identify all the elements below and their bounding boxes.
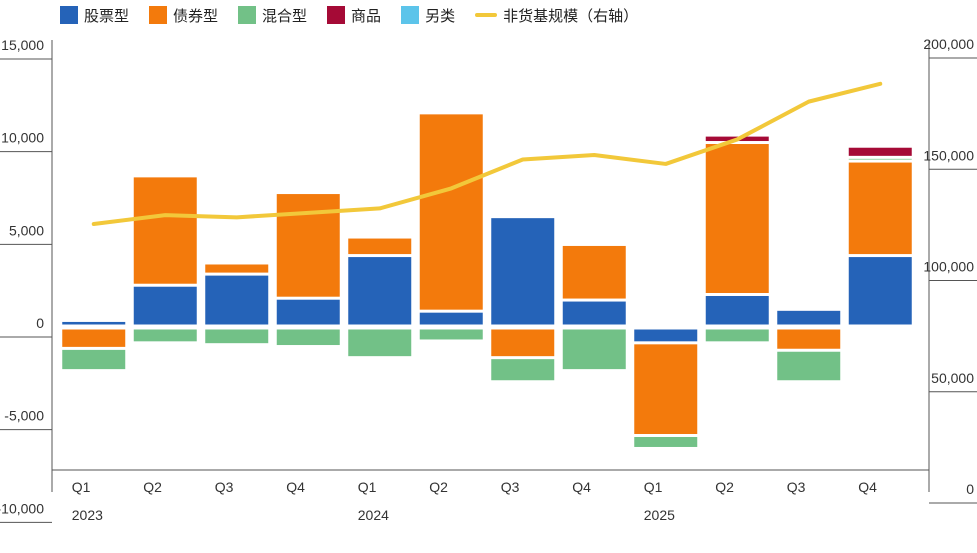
x-axis-quarter-label: Q3: [787, 479, 806, 495]
aum-line: [91, 81, 883, 226]
legend: 股票型 债券型 混合型 商品 另类 非货基规模（右轴）: [60, 4, 658, 26]
legend-item-equity: 股票型: [60, 5, 129, 26]
bar-segment: [561, 243, 627, 246]
bar-segment: [633, 328, 699, 343]
left-axis-tick-label: -10,000: [0, 500, 44, 516]
bar-segment: [204, 263, 270, 274]
x-axis-year-label: 2024: [358, 507, 389, 523]
aum-line-point: [735, 137, 739, 141]
x-axis-quarter-label: Q4: [858, 479, 877, 495]
legend-label-equity: 股票型: [84, 6, 130, 25]
bar-segment: [776, 350, 842, 382]
bar-segment: [633, 343, 699, 435]
bar-segment: [418, 311, 484, 326]
left-axis-tick-label: 5,000: [9, 222, 44, 238]
bar-segment: [204, 328, 270, 345]
left-axis-tick-label: 0: [36, 315, 44, 331]
bar-segment: [704, 294, 770, 326]
legend-label-aum-line: 非货基规模（右轴）: [503, 6, 639, 25]
bar-segment: [490, 358, 556, 382]
legend-item-aum-line: 非货基规模（右轴）: [475, 5, 638, 26]
bar-segment: [847, 161, 913, 256]
left-axis-tick-label: 15,000: [1, 37, 44, 53]
legend-swatch-equity: [60, 6, 78, 24]
legend-item-alternative: 另类: [401, 5, 455, 26]
right-axis-tick-label: 200,000: [923, 36, 974, 52]
x-axis-year-label: 2025: [644, 507, 675, 523]
legend-swatch-aum-line: [475, 13, 498, 17]
bar-segment: [490, 328, 556, 358]
x-axis-quarter-label: Q4: [286, 479, 305, 495]
bar-segment: [61, 328, 127, 348]
aum-line-point: [807, 100, 811, 104]
bar-segment: [132, 328, 198, 343]
bar-segment: [204, 274, 270, 326]
legend-swatch-mixed: [238, 6, 257, 24]
bar-segment: [275, 193, 341, 298]
x-axis-year-label: 2023: [72, 507, 103, 523]
bar-segment: [704, 143, 770, 294]
legend-swatch-bond: [149, 6, 168, 24]
right-axis-tick-label: 0: [966, 481, 974, 497]
bar-segment: [561, 244, 627, 300]
bar-segment: [275, 298, 341, 326]
x-axis-quarter-label: Q3: [501, 479, 520, 495]
x-axis-quarter-label: Q2: [429, 479, 448, 495]
aum-line-point: [92, 222, 96, 226]
aum-line-point: [306, 211, 310, 215]
aum-line-point: [521, 157, 525, 161]
left-axis-tick-label: 10,000: [1, 130, 44, 146]
bar-segment: [275, 328, 341, 347]
bar-segment: [633, 324, 699, 327]
legend-item-commodity: 商品: [327, 5, 381, 26]
x-axis-quarter-label: Q2: [715, 479, 734, 495]
bar-segment: [776, 328, 842, 350]
bar-segment: [847, 157, 913, 161]
bar-segment: [418, 328, 484, 341]
bar-segment: [776, 309, 842, 326]
x-axis-quarter-label: Q4: [572, 479, 591, 495]
legend-swatch-commodity: [327, 6, 346, 24]
bar-segment: [704, 328, 770, 343]
bar-segment: [633, 435, 699, 448]
right-axis-tick-label: 50,000: [931, 370, 974, 386]
legend-item-bond: 债券型: [149, 5, 218, 26]
bar-segment: [132, 176, 198, 285]
bar-segment: [561, 300, 627, 326]
legend-label-mixed: 混合型: [262, 6, 308, 25]
legend-label-bond: 债券型: [173, 6, 219, 25]
aum-line-point: [163, 213, 167, 217]
bar-segment: [347, 256, 413, 326]
legend-label-commodity: 商品: [351, 6, 382, 25]
x-axis-quarter-label: Q2: [143, 479, 162, 495]
legend-label-alternative: 另类: [425, 6, 456, 25]
bar-segment: [490, 217, 556, 326]
left-axis-tick-label: -5,000: [4, 408, 44, 424]
bar-segment: [561, 328, 627, 371]
x-axis-quarter-label: Q1: [644, 479, 663, 495]
aum-line-point: [235, 215, 239, 219]
aum-line-point: [664, 162, 668, 166]
aum-line-point: [378, 206, 382, 210]
right-axis-tick-label: 100,000: [923, 259, 974, 275]
aum-line-point: [592, 153, 596, 157]
right-axis-tick-label: 150,000: [923, 147, 974, 163]
aum-line-point: [449, 186, 453, 190]
bar-segment: [847, 146, 913, 157]
bar-segment: [132, 285, 198, 326]
bar-segment: [347, 237, 413, 256]
bar-segment: [418, 113, 484, 311]
legend-swatch-alternative: [401, 6, 420, 24]
bar-segment: [347, 328, 413, 358]
bar-segment: [847, 256, 913, 326]
x-axis-quarter-label: Q1: [72, 479, 91, 495]
bar-segment: [61, 320, 127, 326]
aum-line-point: [878, 82, 882, 86]
x-axis-quarter-label: Q1: [358, 479, 377, 495]
bar-segment: [61, 348, 127, 371]
x-axis-quarter-label: Q3: [215, 479, 234, 495]
legend-item-mixed: 混合型: [238, 5, 307, 26]
